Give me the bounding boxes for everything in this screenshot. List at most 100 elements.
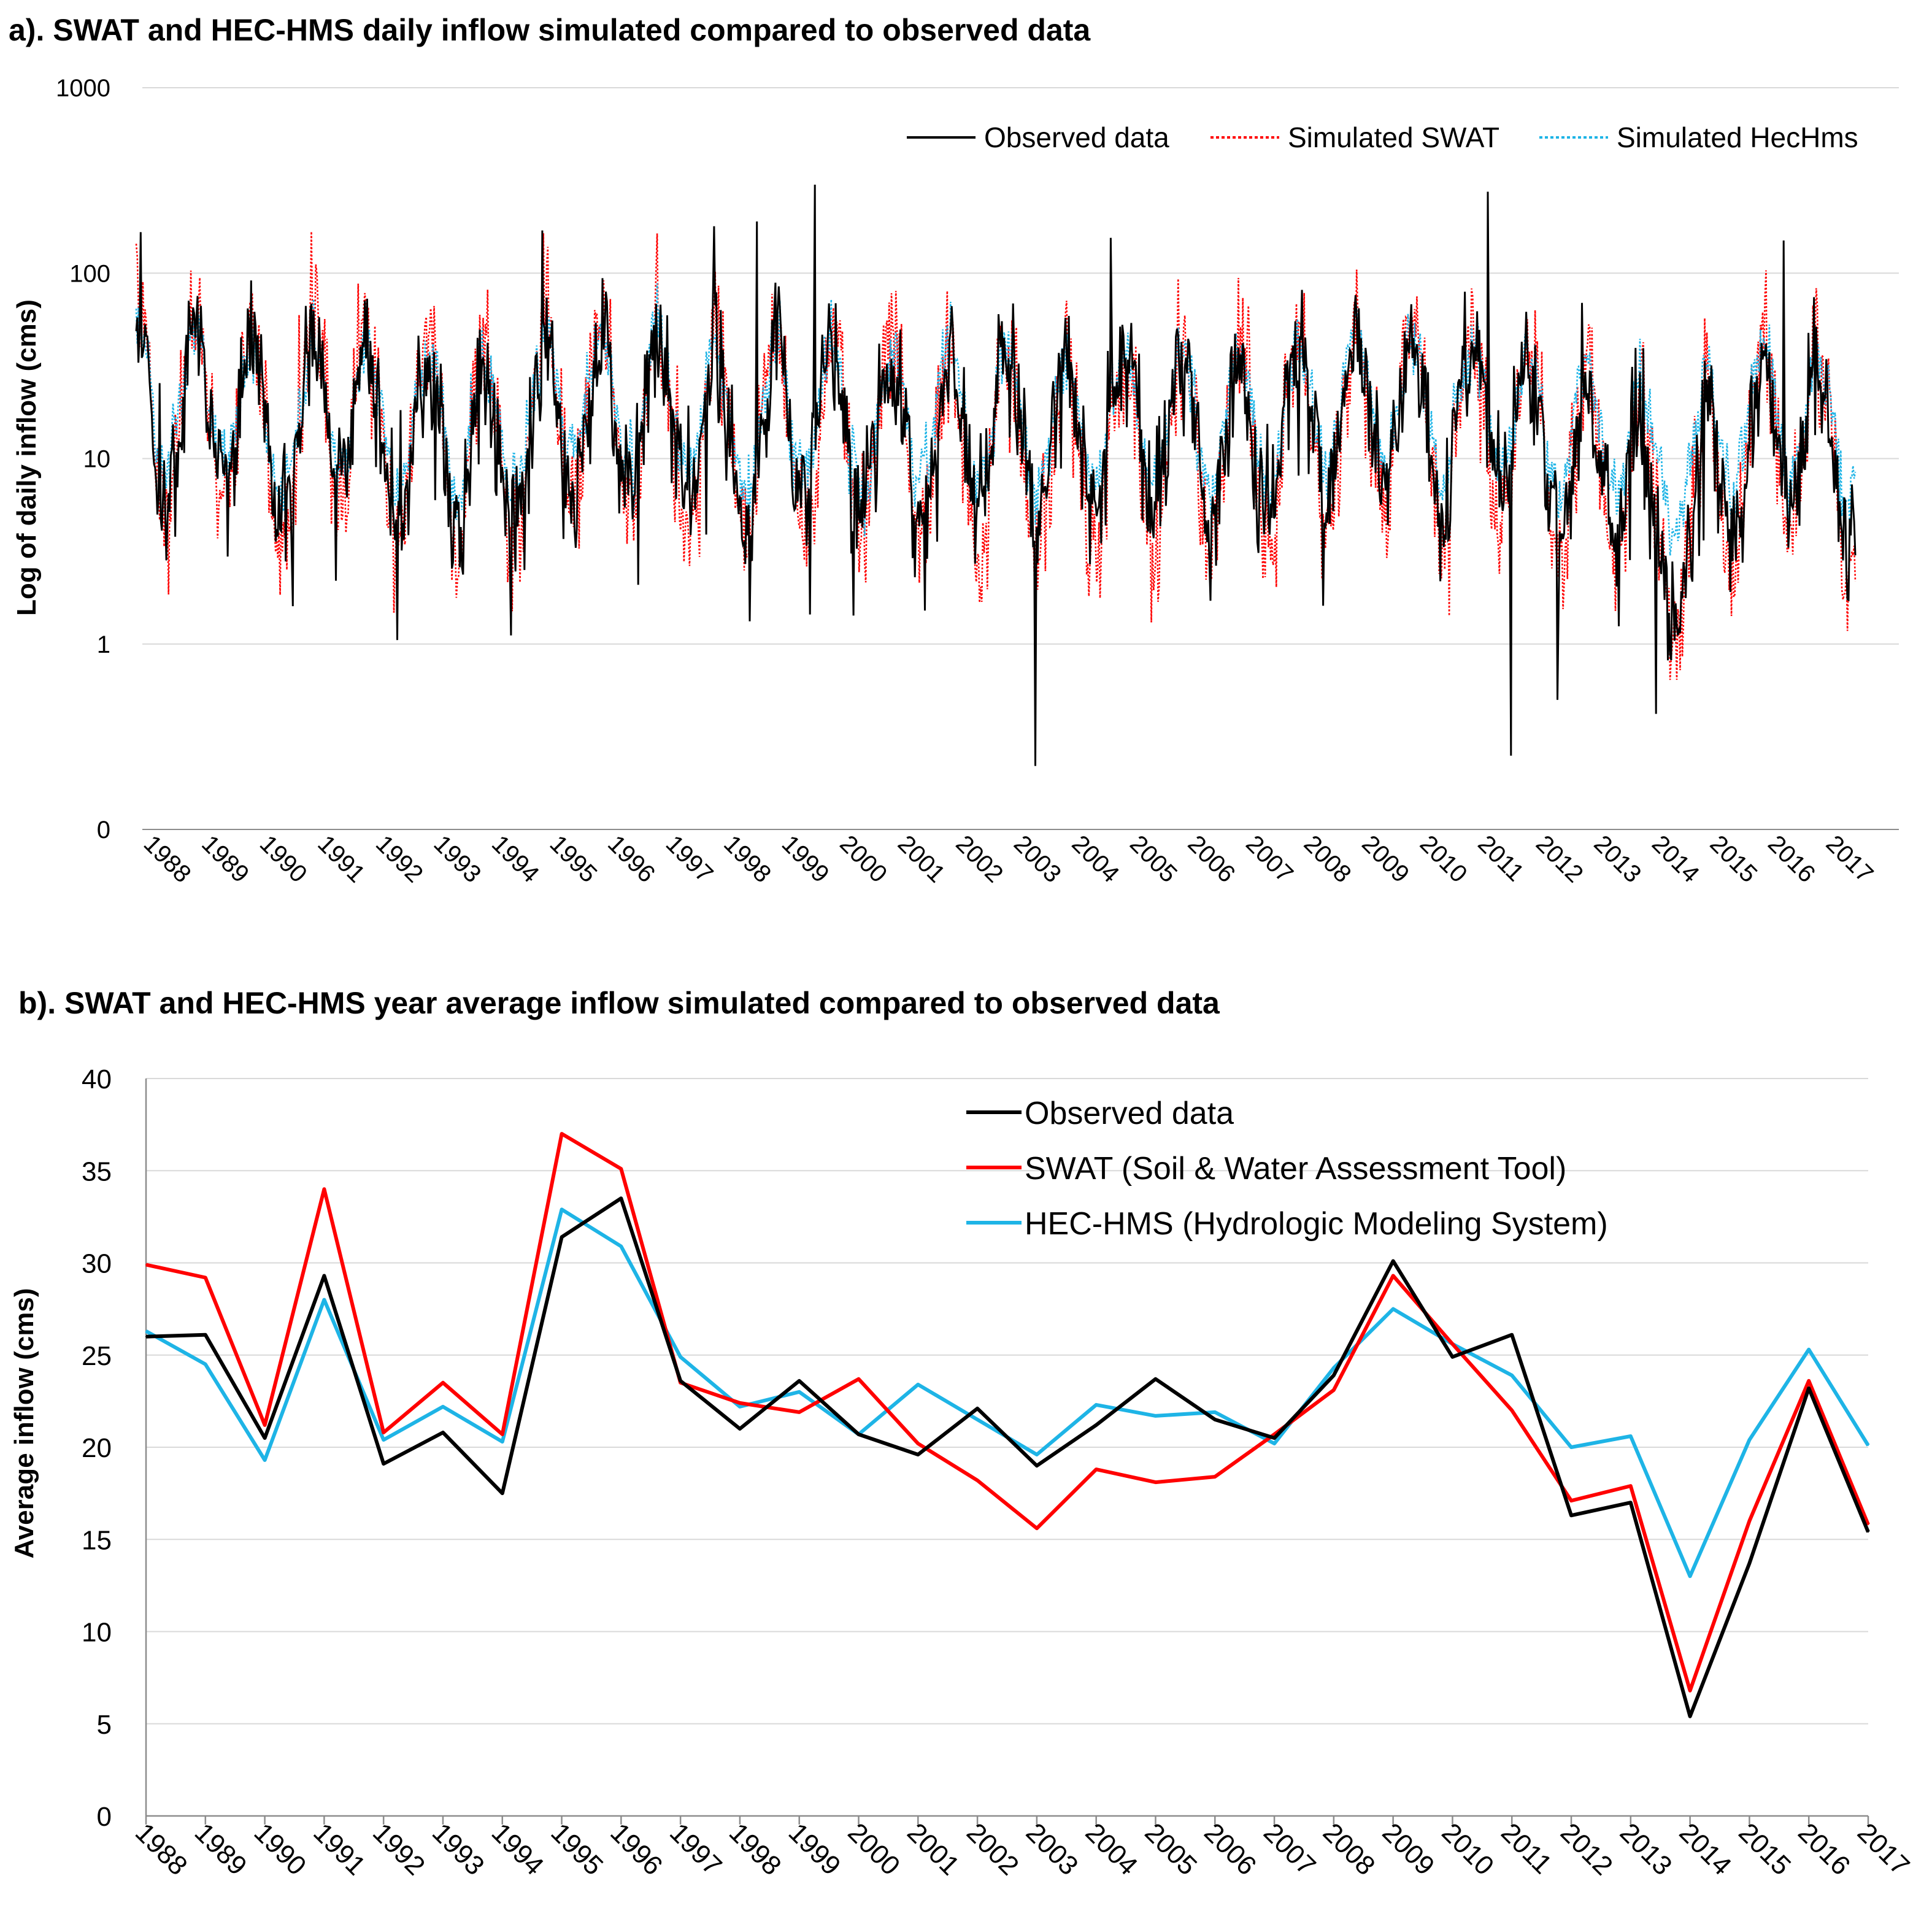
legend-label-observed: Observed data — [984, 121, 1169, 153]
series-line-observed — [135, 184, 1857, 766]
x-tick-label-2017: 2017 — [1852, 1817, 1915, 1881]
x-tick-label-1988: 1988 — [129, 1817, 193, 1881]
x-tick-label-1997: 1997 — [661, 830, 718, 888]
data-point-swat-soil-water-assessment-tool-1994 — [501, 1433, 503, 1435]
x-tick-label-1988: 1988 — [139, 830, 196, 888]
data-point-hec-hms-hydrologic-modeling-system-2001 — [917, 1383, 919, 1385]
data-point-observed-data-1999 — [798, 1380, 800, 1382]
data-point-hec-hms-hydrologic-modeling-system-1999 — [798, 1391, 800, 1393]
x-tick-label-2015: 2015 — [1733, 1817, 1796, 1881]
data-point-swat-soil-water-assessment-tool-1992 — [383, 1431, 385, 1433]
x-tick-label-2007: 2007 — [1258, 1817, 1322, 1881]
panel-b-title: b). SWAT and HEC-HMS year average inflow… — [18, 986, 1220, 1020]
y-tick-label-1000: 1000 — [56, 75, 110, 102]
data-point-observed-data-2009 — [1392, 1260, 1394, 1262]
legend-label-simulated-swat: Simulated SWAT — [1288, 121, 1499, 153]
data-point-swat-soil-water-assessment-tool-2016 — [1808, 1380, 1810, 1382]
data-point-swat-soil-water-assessment-tool-2009 — [1392, 1275, 1394, 1277]
x-tick-label-1991: 1991 — [307, 1817, 371, 1881]
data-point-swat-soil-water-assessment-tool-2002 — [977, 1480, 979, 1482]
x-tick-label-2003: 2003 — [1009, 830, 1066, 888]
x-tick-label-2010: 2010 — [1415, 830, 1472, 888]
x-tick-label-1996: 1996 — [604, 1817, 668, 1881]
data-point-hec-hms-hydrologic-modeling-system-1998 — [739, 1406, 741, 1407]
x-tick-label-1993: 1993 — [428, 830, 486, 888]
data-point-swat-soil-water-assessment-tool-1998 — [739, 1402, 741, 1404]
x-tick-label-1991: 1991 — [312, 830, 370, 888]
panel-a: a). SWAT and HEC-HMS daily inflow simula… — [9, 13, 1899, 888]
y-tick-label-20: 20 — [82, 1433, 112, 1463]
y-tick-label-1: 1 — [97, 631, 110, 658]
x-tick-label-2004: 2004 — [1080, 1817, 1144, 1881]
data-point-swat-soil-water-assessment-tool-2004 — [1095, 1469, 1097, 1471]
data-point-swat-soil-water-assessment-tool-2017 — [1868, 1524, 1869, 1526]
data-point-swat-soil-water-assessment-tool-2013 — [1630, 1485, 1631, 1487]
series-line-hec-hms-hydrologic-modeling-system — [145, 1207, 1870, 1579]
data-point-hec-hms-hydrologic-modeling-system-2004 — [1095, 1404, 1097, 1406]
panel-a-y-axis-label: Log of daily inflow (cms) — [12, 299, 42, 616]
panel-a-gridlines — [142, 87, 1899, 830]
panel-b-gridlines — [145, 1078, 1869, 1825]
data-point-swat-soil-water-assessment-tool-2012 — [1571, 1500, 1572, 1502]
x-tick-label-2013: 2013 — [1614, 1817, 1678, 1881]
y-tick-label-100: 100 — [69, 260, 110, 287]
x-tick-label-1992: 1992 — [367, 1817, 431, 1881]
x-tick-label-2016: 2016 — [1763, 830, 1820, 888]
data-point-hec-hms-hydrologic-modeling-system-2016 — [1808, 1348, 1810, 1350]
x-tick-label-1990: 1990 — [248, 1817, 312, 1881]
data-point-swat-soil-water-assessment-tool-1991 — [323, 1188, 325, 1190]
data-point-observed-data-2013 — [1630, 1502, 1631, 1504]
panel-a-series — [135, 184, 1857, 766]
x-tick-label-2016: 2016 — [1792, 1817, 1856, 1881]
data-point-hec-hms-hydrologic-modeling-system-1991 — [323, 1299, 325, 1301]
y-tick-label-10: 10 — [82, 1618, 112, 1648]
data-point-hec-hms-hydrologic-modeling-system-2017 — [1868, 1444, 1869, 1446]
panel-b-y-axis-label: Average inflow (cms) — [9, 1288, 39, 1559]
y-tick-label-0: 0 — [97, 817, 110, 844]
data-point-observed-data-2000 — [858, 1433, 860, 1435]
data-point-hec-hms-hydrologic-modeling-system-2005 — [1155, 1415, 1157, 1417]
data-point-hec-hms-hydrologic-modeling-system-2015 — [1749, 1439, 1750, 1440]
data-point-observed-data-1994 — [501, 1493, 503, 1494]
data-point-swat-soil-water-assessment-tool-2007 — [1274, 1433, 1276, 1435]
data-point-observed-data-1993 — [442, 1431, 444, 1433]
x-tick-label-2004: 2004 — [1066, 830, 1124, 888]
data-point-hec-hms-hydrologic-modeling-system-2008 — [1333, 1367, 1334, 1369]
legend-label-hechms: HEC-HMS (Hydrologic Modeling System) — [1025, 1206, 1608, 1242]
legend-label-simulated-hechms: Simulated HecHms — [1617, 121, 1858, 153]
data-point-observed-data-1998 — [739, 1428, 741, 1429]
data-point-observed-data-2011 — [1511, 1334, 1513, 1336]
data-point-observed-data-2017 — [1868, 1531, 1869, 1533]
x-tick-label-2000: 2000 — [834, 830, 892, 888]
data-point-hec-hms-hydrologic-modeling-system-1995 — [561, 1209, 563, 1210]
panel-b: b). SWAT and HEC-HMS year average inflow… — [9, 986, 1915, 1881]
x-tick-label-2009: 2009 — [1357, 830, 1414, 888]
data-point-hec-hms-hydrologic-modeling-system-2006 — [1214, 1411, 1216, 1413]
data-point-observed-data-1996 — [620, 1198, 622, 1199]
x-tick-label-2000: 2000 — [842, 1817, 906, 1881]
data-point-hec-hms-hydrologic-modeling-system-1990 — [264, 1459, 266, 1461]
x-tick-label-2001: 2001 — [901, 1817, 965, 1881]
x-tick-label-1995: 1995 — [545, 1817, 609, 1881]
data-point-swat-soil-water-assessment-tool-1993 — [442, 1382, 444, 1383]
data-point-observed-data-2012 — [1571, 1515, 1572, 1517]
data-point-observed-data-2002 — [977, 1407, 979, 1409]
y-tick-label-35: 35 — [82, 1156, 112, 1186]
y-tick-label-10: 10 — [83, 446, 111, 473]
x-tick-label-2002: 2002 — [950, 830, 1008, 888]
data-point-observed-data-2001 — [917, 1454, 919, 1456]
x-tick-label-1997: 1997 — [664, 1817, 728, 1881]
x-tick-label-1993: 1993 — [426, 1817, 490, 1881]
x-tick-label-2010: 2010 — [1436, 1817, 1499, 1881]
x-tick-label-1999: 1999 — [777, 830, 834, 888]
data-point-observed-data-2005 — [1155, 1378, 1157, 1380]
x-tick-label-2008: 2008 — [1299, 830, 1357, 888]
panel-b-series — [145, 1132, 1870, 1718]
panel-a-legend: Observed data Simulated SWAT Simulated H… — [907, 121, 1858, 153]
data-point-swat-soil-water-assessment-tool-2014 — [1689, 1690, 1691, 1691]
x-tick-label-2003: 2003 — [1020, 1817, 1084, 1881]
y-tick-label-5: 5 — [97, 1710, 112, 1740]
data-point-swat-soil-water-assessment-tool-2005 — [1155, 1482, 1157, 1483]
